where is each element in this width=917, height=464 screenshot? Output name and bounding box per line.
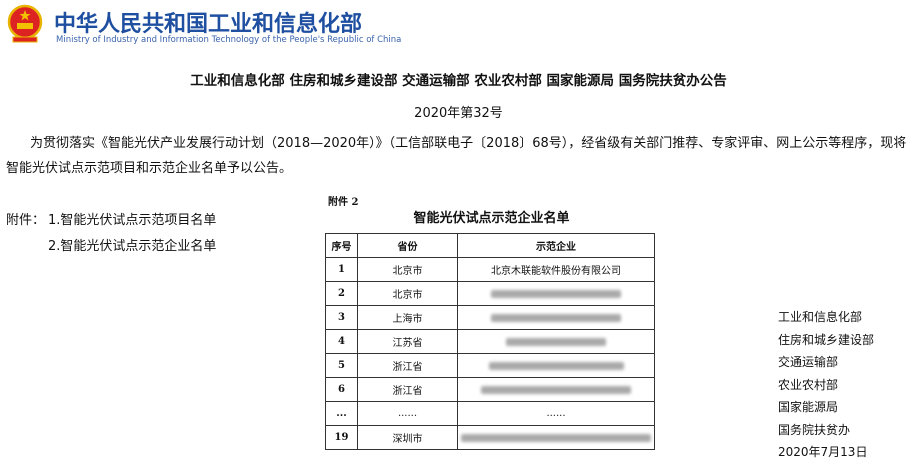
row-number: 6 <box>325 377 358 402</box>
redacted-company-name <box>506 337 606 346</box>
signature-line: 工业和信息化部 <box>778 310 863 324</box>
redacted-company-name <box>481 385 631 394</box>
header-no: 序号 <box>325 233 358 258</box>
table-row: 6 浙江省 <box>325 377 655 402</box>
row-number: 5 <box>325 353 358 378</box>
row-number: 2 <box>325 281 358 306</box>
org-name-cn: 中华人民共和国工业和信息化部 <box>54 12 363 37</box>
header-company: 示范企业 <box>457 233 655 258</box>
row-company: ...... <box>457 401 655 426</box>
signature-line: 交通运输部 <box>778 355 839 369</box>
attachment-link-1[interactable]: 1.智能光伏试点示范项目名单 <box>48 213 217 228</box>
announcement-title: 工业和信息化部 住房和城乡建设部 交通运输部 农业农村部 国家能源局 国务院扶贫… <box>190 73 727 89</box>
row-number: 3 <box>325 305 358 330</box>
attachments-label: 附件： <box>6 213 46 228</box>
row-province: ...... <box>357 401 458 426</box>
signature-block: 工业和信息化部 住房和城乡建设部 交通运输部 农业农村部 国家能源局 国务院扶贫… <box>778 306 874 464</box>
document-number: 2020年第32号 <box>414 106 503 121</box>
body-paragraph: 为贯彻落实《智能光伏产业发展行动计划（2018—2020年）》（工信部联电子〔2… <box>6 136 907 176</box>
company-table: 序号 省份 示范企业 1 北京市 北京木联能软件股份有限公司 2 北京市 3 上海市 4 江苏省… <box>325 233 655 450</box>
row-province: 江苏省 <box>357 329 458 354</box>
annex-label: 附件 2 <box>328 197 359 208</box>
row-company <box>457 353 655 378</box>
row-province: 浙江省 <box>357 353 458 378</box>
signature-line: 国家能源局 <box>778 400 839 414</box>
row-company <box>457 377 655 402</box>
signature-line: 农业农村部 <box>778 377 839 392</box>
row-province: 深圳市 <box>357 425 458 450</box>
signature-line: 住房和城乡建设部 <box>778 332 875 347</box>
redacted-company-name <box>491 313 621 322</box>
redacted-company-name <box>491 289 621 298</box>
table-row: 4 江苏省 <box>325 329 655 354</box>
table-row: 3 上海市 <box>325 305 655 330</box>
table-header-row: 序号 省份 示范企业 <box>325 233 655 258</box>
row-company <box>457 425 655 450</box>
row-company <box>457 305 655 330</box>
table-row: 19 深圳市 <box>325 425 655 450</box>
row-province: 北京市 <box>357 257 458 282</box>
row-province: 北京市 <box>357 281 458 306</box>
header-province: 省份 <box>357 233 458 258</box>
annex-title: 智能光伏试点示范企业名单 <box>413 211 570 226</box>
row-province: 浙江省 <box>357 377 458 402</box>
row-company: 北京木联能软件股份有限公司 <box>457 257 655 282</box>
attachment-link-2[interactable]: 2.智能光伏试点示范企业名单 <box>48 239 217 254</box>
row-number: 1 <box>325 257 358 282</box>
redacted-company-name <box>488 361 624 370</box>
table-row: 2 北京市 <box>325 281 655 306</box>
row-province: 上海市 <box>357 305 458 330</box>
row-number: 4 <box>325 329 358 354</box>
national-emblem-icon <box>7 4 43 43</box>
row-company <box>457 329 655 354</box>
row-number: 19 <box>325 425 358 450</box>
signature-date: 2020年7月13日 <box>778 445 868 459</box>
signature-line: 国务院扶贫办 <box>778 422 851 437</box>
row-company <box>457 281 655 306</box>
annex-image: 附件 2 智能光伏试点示范企业名单 序号 省份 示范企业 1 北京市 北京木联能软件… <box>325 193 658 457</box>
row-number: ... <box>325 401 358 426</box>
table-row: 1 北京市 北京木联能软件股份有限公司 <box>325 257 655 282</box>
org-name-en: Ministry of Industry and Information Tec… <box>56 35 402 45</box>
table-row: 5 浙江省 <box>325 353 655 378</box>
redacted-company-name <box>461 433 651 442</box>
table-row: ............... <box>325 401 655 426</box>
